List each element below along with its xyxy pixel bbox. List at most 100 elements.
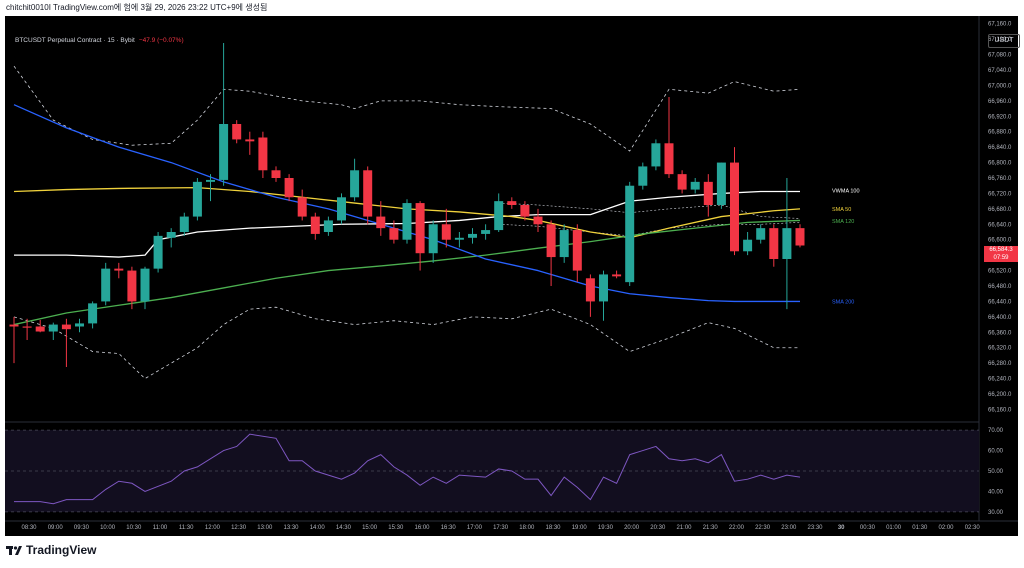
candle — [402, 199, 412, 244]
chart-title: BTCUSDT Perpetual Contract · 15 · Bybit −… — [15, 37, 184, 44]
sma-50-line — [13, 186, 801, 239]
candle — [284, 174, 294, 202]
chart-canvas[interactable]: 67,160.0 67,120.0 67,080.0 67,040.0 67,000.0… — [5, 16, 1018, 536]
currency-button[interactable]: USDT — [988, 34, 1020, 48]
rsi-tick-label: 50.00 — [988, 469, 1004, 475]
candle-body — [546, 224, 556, 258]
candle — [363, 166, 373, 225]
symbol-label: BTCUSDT Perpetual Contract · 15 · Bybit — [15, 37, 135, 44]
candle-body — [389, 228, 399, 240]
time-tick-label: 16:00 — [414, 525, 430, 531]
candle-body — [402, 203, 412, 240]
price-tick-label: 66,440.0 — [988, 299, 1012, 305]
candle-body — [192, 181, 202, 217]
candle-body — [716, 162, 726, 205]
time-tick-label: 20:00 — [624, 525, 640, 531]
candle — [782, 178, 792, 310]
candle-body — [585, 278, 595, 302]
candle-body — [507, 201, 517, 205]
candle-body — [297, 197, 307, 217]
legend-label: SMA 50 — [832, 207, 851, 213]
time-tick-label: 00:30 — [860, 525, 876, 531]
candle-body — [572, 230, 582, 271]
candle-body — [245, 139, 255, 142]
price-tick-label: 66,640.0 — [988, 222, 1012, 228]
price-tick-label: 66,880.0 — [988, 130, 1012, 136]
candle-body — [677, 174, 687, 190]
candle-body — [48, 324, 58, 332]
price-tick-label: 66,760.0 — [988, 176, 1012, 182]
price-tick-label: 66,360.0 — [988, 330, 1012, 336]
last-price: 66,584.3 — [989, 247, 1013, 253]
candle — [245, 131, 255, 155]
candle-body — [101, 268, 111, 302]
candle — [88, 301, 98, 329]
candle-body — [520, 205, 530, 217]
price-tick-label: 66,720.0 — [988, 191, 1012, 197]
time-tick-label: 12:30 — [231, 525, 247, 531]
time-tick-label: 19:30 — [598, 525, 614, 531]
price-tick-label: 67,040.0 — [988, 68, 1012, 74]
candle — [677, 170, 687, 194]
candle — [638, 162, 648, 190]
candle-body — [743, 239, 753, 252]
candle — [310, 212, 320, 240]
candle — [599, 270, 608, 321]
candle — [75, 318, 84, 333]
price-tick-label: 67,120.0 — [988, 37, 1012, 43]
rsi-tick-label: 60.00 — [988, 449, 1004, 455]
legend: VWMA 100 SMA 50 SMA 120 SMA 200 — [832, 188, 860, 305]
candle-body — [219, 124, 229, 180]
candle-body — [730, 162, 739, 252]
price-tick-label: 66,280.0 — [988, 361, 1012, 367]
price-tick-label: 66,840.0 — [988, 145, 1012, 151]
candle — [415, 201, 425, 271]
price-tick-label: 66,920.0 — [988, 114, 1012, 120]
tradingview-logo-icon — [6, 545, 22, 555]
time-tick-label: 20:30 — [650, 525, 666, 531]
last-price-badge: 66,584.3 07:59 — [984, 246, 1018, 262]
price-tick-label: 66,320.0 — [988, 346, 1012, 352]
candle — [481, 224, 491, 240]
candle-body — [140, 268, 150, 302]
time-tick-label: 22:00 — [729, 525, 745, 531]
candle-body — [153, 235, 163, 269]
candle — [559, 224, 569, 263]
candle-body — [690, 181, 700, 190]
candle — [585, 274, 595, 317]
legend-label: SMA 200 — [832, 299, 854, 305]
candle-body — [363, 170, 373, 217]
candles — [9, 43, 805, 367]
candle-body — [206, 179, 215, 182]
candle — [454, 232, 464, 248]
candle — [441, 208, 451, 248]
time-tick-label: 15:30 — [388, 525, 404, 531]
candle-body — [22, 326, 32, 328]
candle — [101, 262, 111, 306]
tradingview-logo[interactable]: TradingView — [6, 543, 96, 557]
candle — [625, 181, 635, 286]
candle-body — [468, 233, 477, 238]
candle-body — [127, 270, 137, 302]
candle — [179, 212, 189, 236]
candle-body — [559, 230, 569, 258]
candle-body — [114, 268, 124, 271]
price-tick-label: 67,160.0 — [988, 22, 1012, 28]
time-tick-label: 23:00 — [781, 525, 797, 531]
time-tick-label: 01:00 — [886, 525, 902, 531]
price-tick-label: 67,000.0 — [988, 83, 1012, 89]
chart-area[interactable]: 67,160.0 67,120.0 67,080.0 67,040.0 67,000.0… — [5, 16, 1020, 536]
candle — [232, 120, 242, 144]
candle-body — [782, 228, 792, 259]
price-change: −47.9 (−0.07%) — [138, 37, 184, 44]
candle-body — [9, 324, 19, 327]
candle — [337, 193, 346, 225]
time-tick-label: 11:00 — [153, 525, 168, 531]
candle-body — [35, 326, 45, 332]
time-tick-label: 30 — [838, 525, 845, 531]
candle-body — [625, 185, 635, 283]
time-tick-label: 23:30 — [807, 525, 823, 531]
rsi-tick-label: 40.00 — [988, 489, 1004, 495]
time-tick-label: 14:30 — [336, 525, 352, 531]
candle-body — [795, 228, 805, 246]
